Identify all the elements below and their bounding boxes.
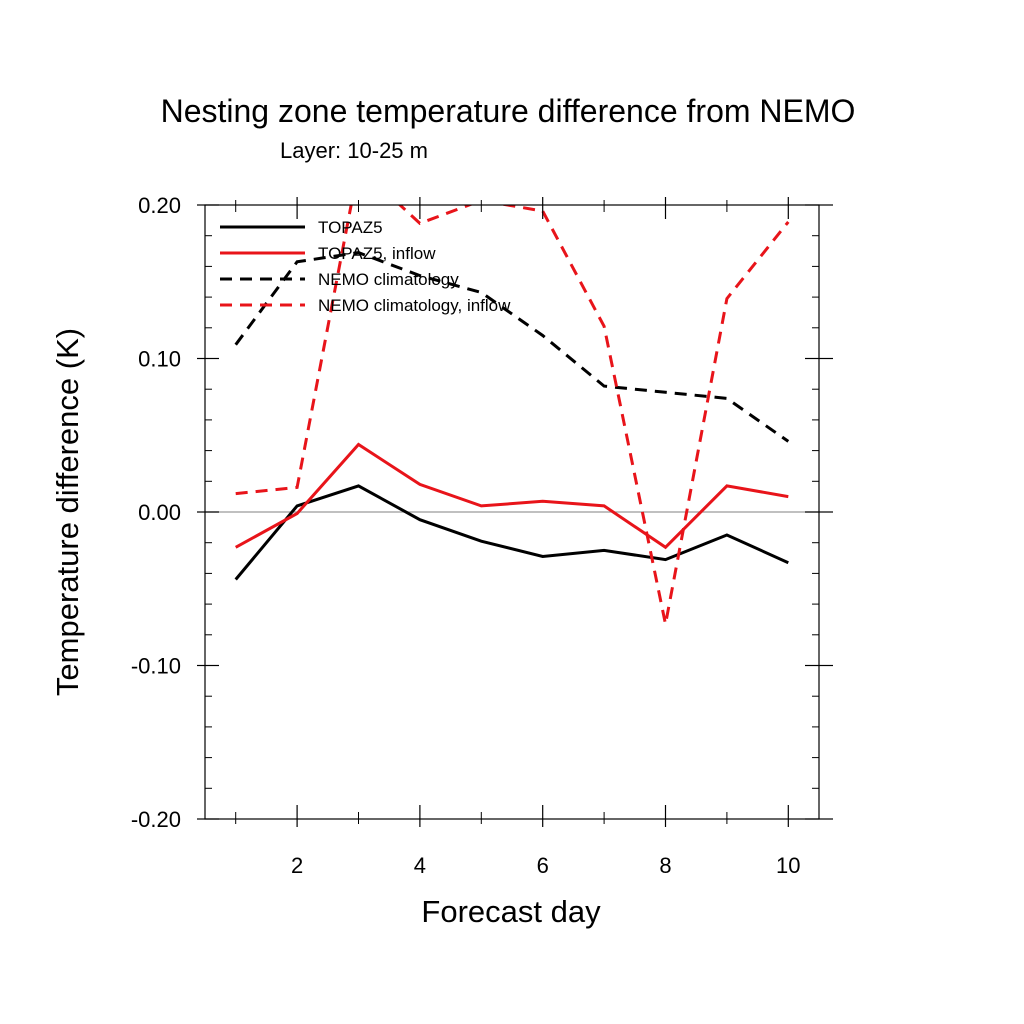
plot-area: 2 4 6 8 10 -0.20 -0.10 0.00 0.10 0.20 — [131, 193, 833, 878]
y-tick-label: -0.20 — [131, 807, 181, 832]
x-tick-label: 2 — [291, 853, 303, 878]
series-line-3 — [234, 251, 790, 443]
chart-title: Nesting zone temperature difference from… — [161, 93, 856, 129]
y-tick-label: 0.20 — [138, 193, 181, 218]
legend-label-4: NEMO climatology, inflow — [318, 296, 511, 315]
legend-label-2: TOPAZ5, inflow — [318, 244, 436, 263]
y-tick-label: 0.10 — [138, 347, 181, 372]
series-line-4 — [235, 205, 790, 625]
x-tick-label: 4 — [414, 853, 426, 878]
y-tick-label: 0.00 — [138, 500, 181, 525]
x-tick-label: 10 — [776, 853, 800, 878]
series-line-1 — [234, 484, 789, 581]
legend-label-3: NEMO climatology — [318, 270, 459, 289]
series-line-2 — [234, 442, 789, 550]
legend: TOPAZ5 TOPAZ5, inflow NEMO climatology NEMO… — [220, 218, 511, 315]
legend-label-1: TOPAZ5 — [318, 218, 383, 237]
y-axis-label: Temperature difference (K) — [50, 328, 85, 696]
x-axis-label: Forecast day — [421, 894, 601, 929]
y-tick-label: -0.10 — [131, 654, 181, 679]
series-group — [234, 205, 790, 625]
chart-subtitle: Layer: 10-25 m — [280, 138, 428, 163]
x-tick-label: 8 — [659, 853, 671, 878]
x-tick-label: 6 — [537, 853, 549, 878]
